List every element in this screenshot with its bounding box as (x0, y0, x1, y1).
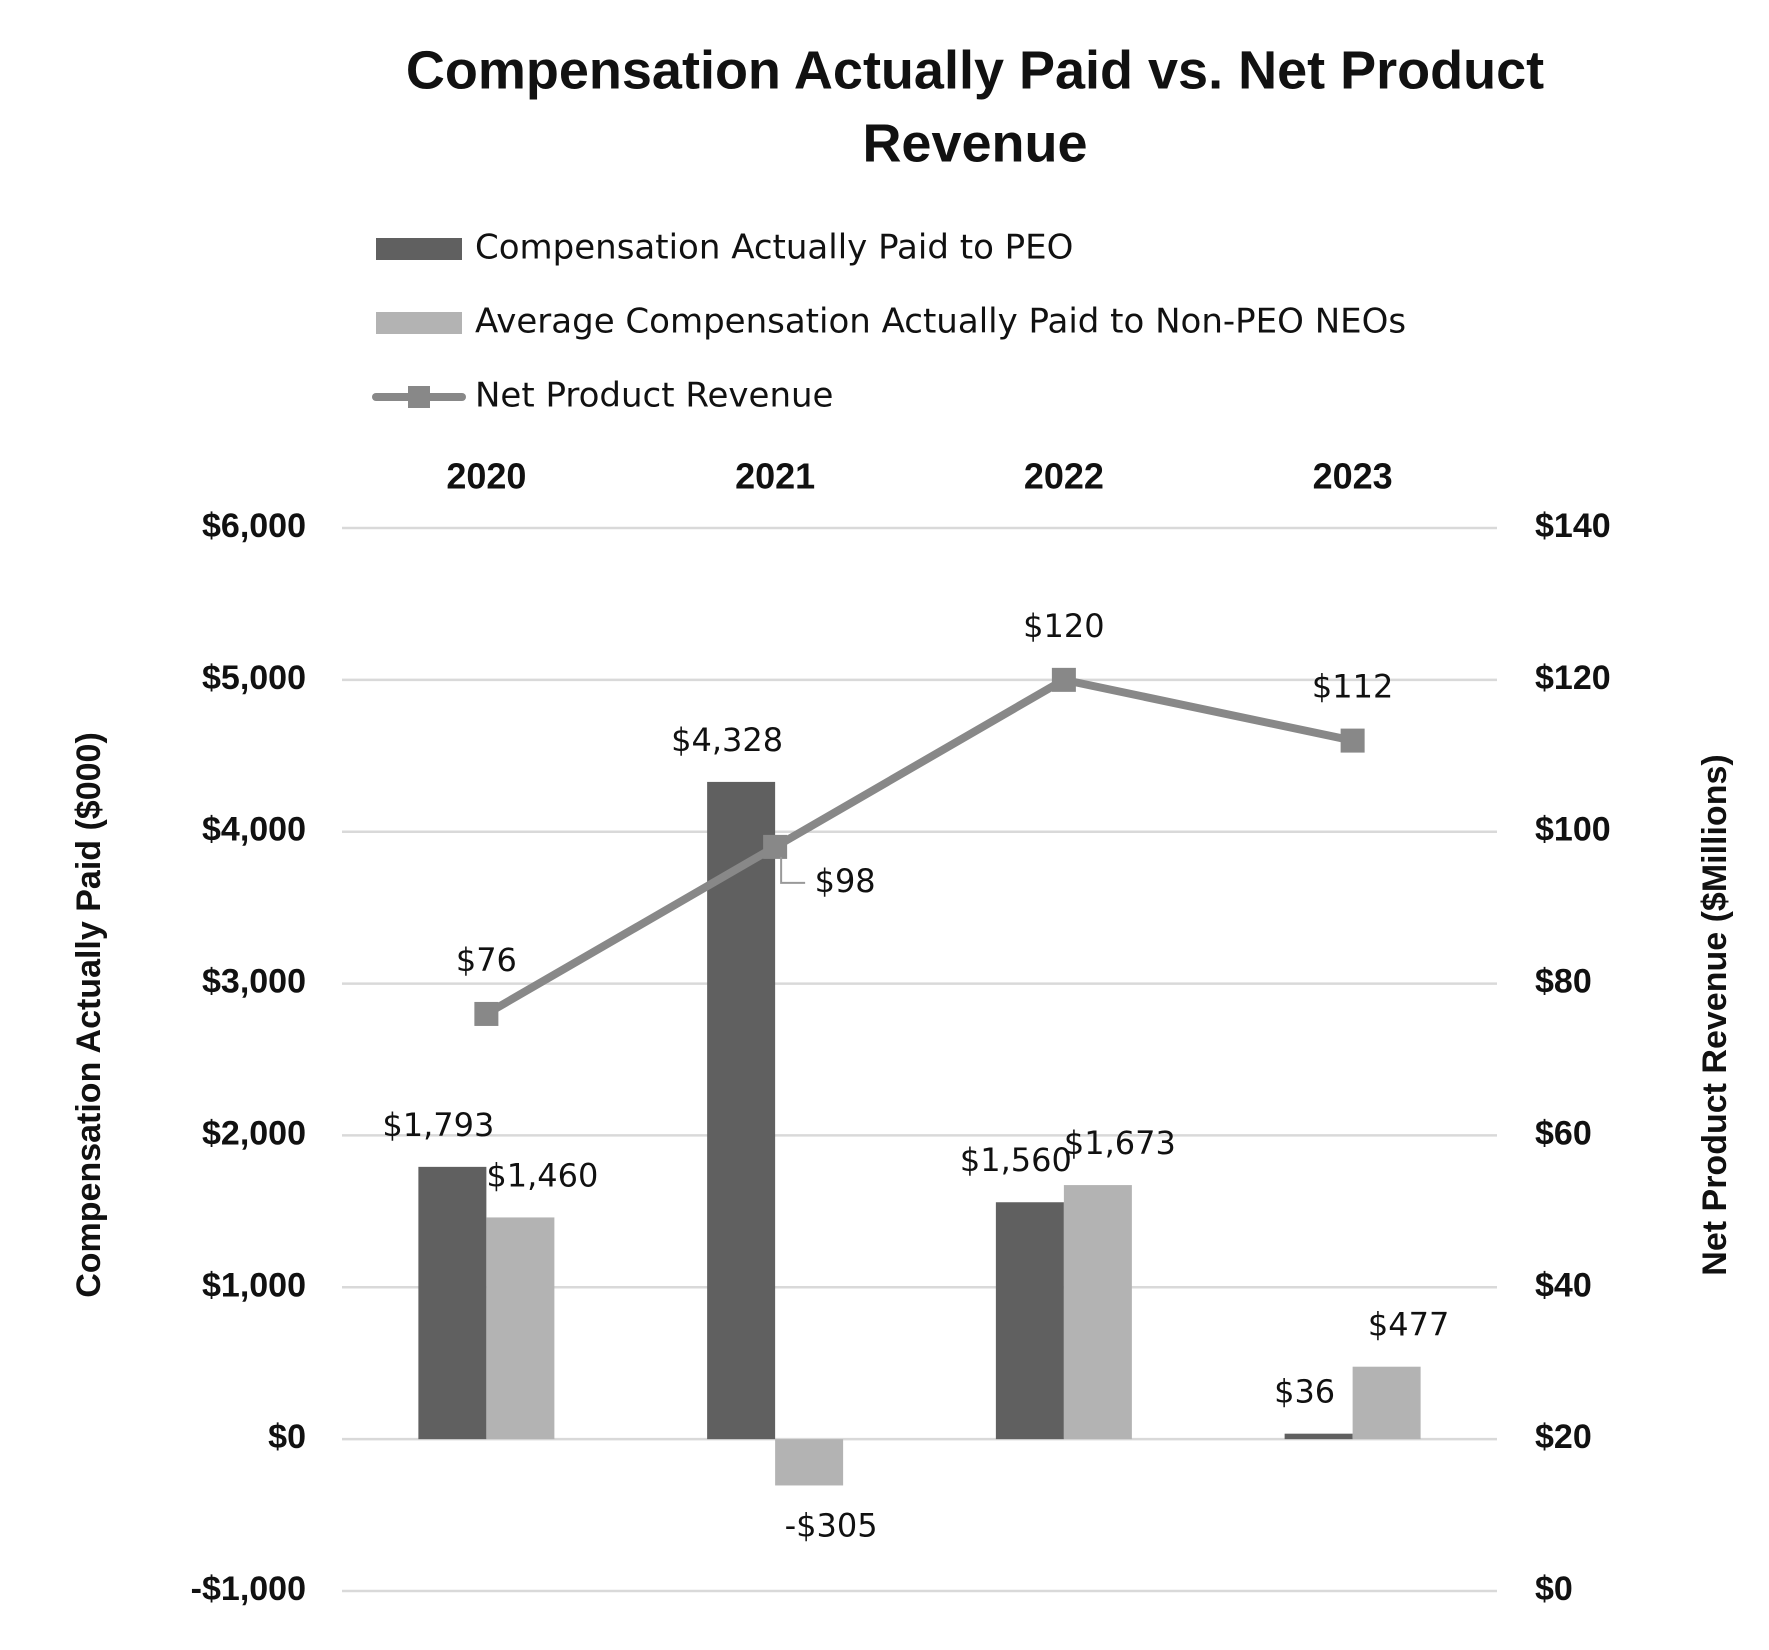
y2-tick-label: $100 (1535, 811, 1611, 849)
y-tick-label: $2,000 (202, 1114, 306, 1152)
data-label: $1,673 (1064, 1124, 1176, 1162)
marker (1051, 667, 1076, 692)
data-label: -$305 (785, 1506, 878, 1544)
y-tick-label: $3,000 (202, 963, 306, 1001)
legend-swatch (376, 312, 462, 334)
bar (707, 781, 776, 1440)
x-tick-label: 2020 (446, 456, 526, 497)
data-label: $76 (456, 941, 517, 979)
bar (486, 1217, 555, 1440)
legend-label: Average Compensation Actually Paid to No… (475, 302, 1406, 342)
bar (775, 1439, 844, 1486)
data-label: $36 (1274, 1373, 1335, 1411)
legend-label: Compensation Actually Paid to PEO (475, 228, 1073, 268)
data-label: $1,460 (486, 1156, 598, 1194)
y2-tick-label: $120 (1535, 659, 1611, 697)
y2-tick-label: $40 (1535, 1266, 1592, 1304)
data-label: $1,560 (960, 1141, 1072, 1179)
y-tick-label: $6,000 (202, 507, 306, 545)
y2-tick-label: $60 (1535, 1114, 1592, 1152)
bar (418, 1166, 487, 1440)
marker (763, 834, 788, 859)
x-tick-label: 2023 (1313, 456, 1393, 497)
data-label: $477 (1368, 1306, 1449, 1344)
chart-title: Revenue (862, 113, 1087, 173)
y-axis-title: Compensation Actually Paid ($000) (70, 732, 108, 1298)
y2-tick-label: $140 (1535, 507, 1611, 545)
bar (1063, 1185, 1132, 1440)
y-tick-label: -$1,000 (191, 1570, 306, 1608)
y-tick-label: $0 (268, 1418, 306, 1456)
leader-line (780, 856, 806, 884)
y2-tick-label: $0 (1535, 1570, 1573, 1608)
data-label: $4,328 (671, 721, 783, 759)
y-tick-label: $5,000 (202, 659, 306, 697)
y-tick-label: $4,000 (202, 811, 306, 849)
line (484, 675, 1354, 1018)
y2-tick-label: $20 (1535, 1418, 1592, 1456)
x-tick-label: 2021 (735, 456, 815, 497)
marker (1340, 728, 1365, 753)
y2-axis-title: Net Product Revenue ($Millions) (1696, 754, 1734, 1275)
data-label: $98 (815, 862, 876, 900)
y2-tick-label: $80 (1535, 963, 1592, 1001)
legend-label: Net Product Revenue (475, 376, 833, 416)
bar (1352, 1366, 1421, 1440)
data-label: $120 (1023, 607, 1104, 645)
legend-swatch (408, 386, 430, 408)
data-label: $112 (1312, 668, 1393, 706)
marker (474, 1001, 499, 1026)
legend-swatch (376, 238, 462, 260)
bar (1284, 1433, 1353, 1440)
data-label: $1,793 (382, 1106, 494, 1144)
bar (995, 1202, 1064, 1440)
y-tick-label: $1,000 (202, 1266, 306, 1304)
chart-title: Compensation Actually Paid vs. Net Produ… (406, 40, 1544, 100)
x-tick-label: 2022 (1024, 456, 1104, 497)
